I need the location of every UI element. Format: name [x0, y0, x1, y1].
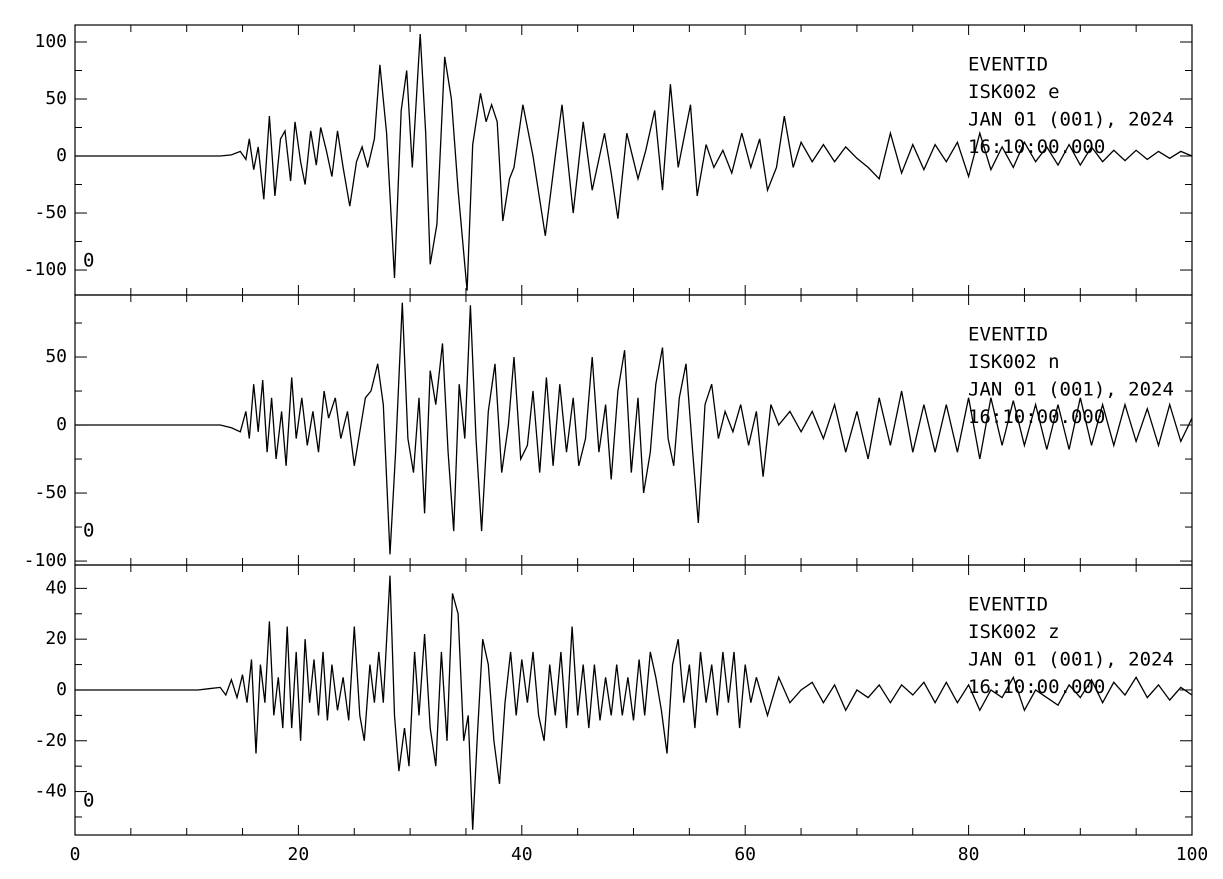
- annotation: JAN 01 (001), 2024: [968, 649, 1174, 671]
- y-tick-label: -50: [34, 202, 67, 223]
- annotation: EVENTID: [968, 594, 1048, 616]
- annotation: ISK002 n: [968, 351, 1060, 373]
- y-tick-label: 20: [45, 628, 67, 649]
- annotation: JAN 01 (001), 2024: [968, 379, 1174, 401]
- waveform: [75, 302, 1193, 555]
- annotation: ISK002 e: [968, 81, 1060, 103]
- y-tick-label: -100: [24, 259, 67, 280]
- annotation: EVENTID: [968, 324, 1048, 346]
- y-tick-label: 0: [56, 414, 67, 435]
- annotation: ISK002 z: [968, 621, 1060, 643]
- marker-label: 0: [83, 520, 94, 542]
- y-tick-label: -40: [34, 781, 67, 802]
- annotation: 16:10:00.000: [968, 406, 1105, 428]
- x-tick-label: 80: [958, 844, 980, 865]
- y-tick-label: 0: [56, 679, 67, 700]
- x-tick-label: 60: [734, 844, 756, 865]
- annotation: EVENTID: [968, 54, 1048, 76]
- y-tick-label: -100: [24, 550, 67, 571]
- y-tick-label: -50: [34, 482, 67, 503]
- x-tick-label: 40: [511, 844, 533, 865]
- annotation: 16:10:00.000: [968, 676, 1105, 698]
- annotation: JAN 01 (001), 2024: [968, 109, 1174, 131]
- x-tick-label: 100: [1176, 844, 1209, 865]
- x-tick-label: 0: [70, 844, 81, 865]
- y-tick-label: 40: [45, 577, 67, 598]
- waveform: [75, 575, 1193, 830]
- waveform: [75, 33, 1193, 291]
- annotation: 16:10:00.000: [968, 136, 1105, 158]
- x-tick-label: 20: [288, 844, 310, 865]
- marker-label: 0: [83, 790, 94, 812]
- marker-label: 0: [83, 250, 94, 272]
- y-tick-label: 50: [45, 88, 67, 109]
- y-tick-label: 50: [45, 346, 67, 367]
- y-tick-label: -20: [34, 730, 67, 751]
- y-tick-label: 100: [34, 31, 67, 52]
- y-tick-label: 0: [56, 145, 67, 166]
